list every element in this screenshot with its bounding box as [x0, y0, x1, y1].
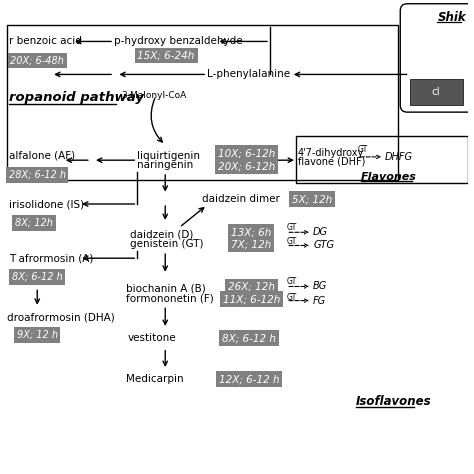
Text: 8X; 12h: 8X; 12h — [15, 218, 53, 228]
Text: Medicarpin: Medicarpin — [126, 374, 183, 384]
Text: 20X; 6-12h: 20X; 6-12h — [218, 161, 275, 171]
Text: GT: GT — [286, 237, 296, 246]
Text: Shik: Shik — [438, 11, 466, 24]
Text: Flavones: Flavones — [361, 172, 417, 182]
Text: biochanin A (B): biochanin A (B) — [126, 284, 205, 294]
Text: 4'7-dihydroxy: 4'7-dihydroxy — [298, 148, 364, 158]
Text: 7X; 12h: 7X; 12h — [231, 239, 272, 249]
Text: Isoflavones: Isoflavones — [356, 395, 432, 409]
Text: 10X; 6-12h: 10X; 6-12h — [218, 148, 275, 158]
Text: GT: GT — [286, 277, 296, 286]
Text: 8X; 6-12 h: 8X; 6-12 h — [12, 272, 63, 282]
Text: DG: DG — [313, 228, 328, 237]
Text: 20X; 6-48h: 20X; 6-48h — [10, 55, 64, 65]
Text: 9X; 12 h: 9X; 12 h — [17, 330, 58, 340]
Text: daidzein dimer: daidzein dimer — [202, 194, 280, 204]
Text: FG: FG — [313, 296, 327, 306]
Text: 12X; 6-12 h: 12X; 6-12 h — [219, 374, 279, 384]
Text: GT: GT — [286, 223, 296, 232]
Text: irisolidone (IS): irisolidone (IS) — [9, 199, 84, 209]
Text: GT: GT — [357, 146, 368, 155]
Text: BG: BG — [313, 282, 328, 292]
Text: ropanoid pathway: ropanoid pathway — [9, 91, 144, 104]
Text: r benzoic acid: r benzoic acid — [9, 36, 82, 46]
Text: 28X; 6-12 h: 28X; 6-12 h — [9, 170, 66, 180]
Text: p-hydroxy benzaldehyde: p-hydroxy benzaldehyde — [114, 36, 243, 46]
Text: 26X; 12h: 26X; 12h — [228, 282, 275, 292]
Text: DHFG: DHFG — [385, 152, 413, 162]
Text: 3-Malonyl-CoA: 3-Malonyl-CoA — [121, 91, 186, 100]
Text: genistein (GT): genistein (GT) — [130, 239, 204, 249]
Text: cl: cl — [432, 87, 440, 97]
Text: 11X; 6-12h: 11X; 6-12h — [223, 294, 280, 304]
Text: 8X; 6-12 h: 8X; 6-12 h — [222, 333, 276, 343]
Text: L-phenylalanine: L-phenylalanine — [207, 69, 290, 80]
Text: daidzein (D): daidzein (D) — [130, 229, 194, 240]
Text: GT: GT — [286, 293, 296, 302]
Text: 15X; 6-24h: 15X; 6-24h — [137, 51, 195, 61]
Text: liquirtigenin: liquirtigenin — [137, 151, 201, 161]
FancyBboxPatch shape — [410, 79, 463, 105]
Text: alfalone (AF): alfalone (AF) — [9, 151, 75, 161]
Text: T afrormosin (A): T afrormosin (A) — [9, 253, 94, 263]
Text: naringenin: naringenin — [137, 160, 193, 170]
Text: 13X; 6h: 13X; 6h — [231, 228, 272, 237]
Text: GTG: GTG — [313, 240, 334, 250]
Text: droafrormosin (DHA): droafrormosin (DHA) — [7, 312, 115, 322]
Text: flavone (DHF): flavone (DHF) — [298, 156, 365, 166]
Text: vestitone: vestitone — [128, 333, 177, 343]
Text: formononetin (F): formononetin (F) — [126, 293, 213, 303]
Text: 5X; 12h: 5X; 12h — [292, 194, 332, 204]
